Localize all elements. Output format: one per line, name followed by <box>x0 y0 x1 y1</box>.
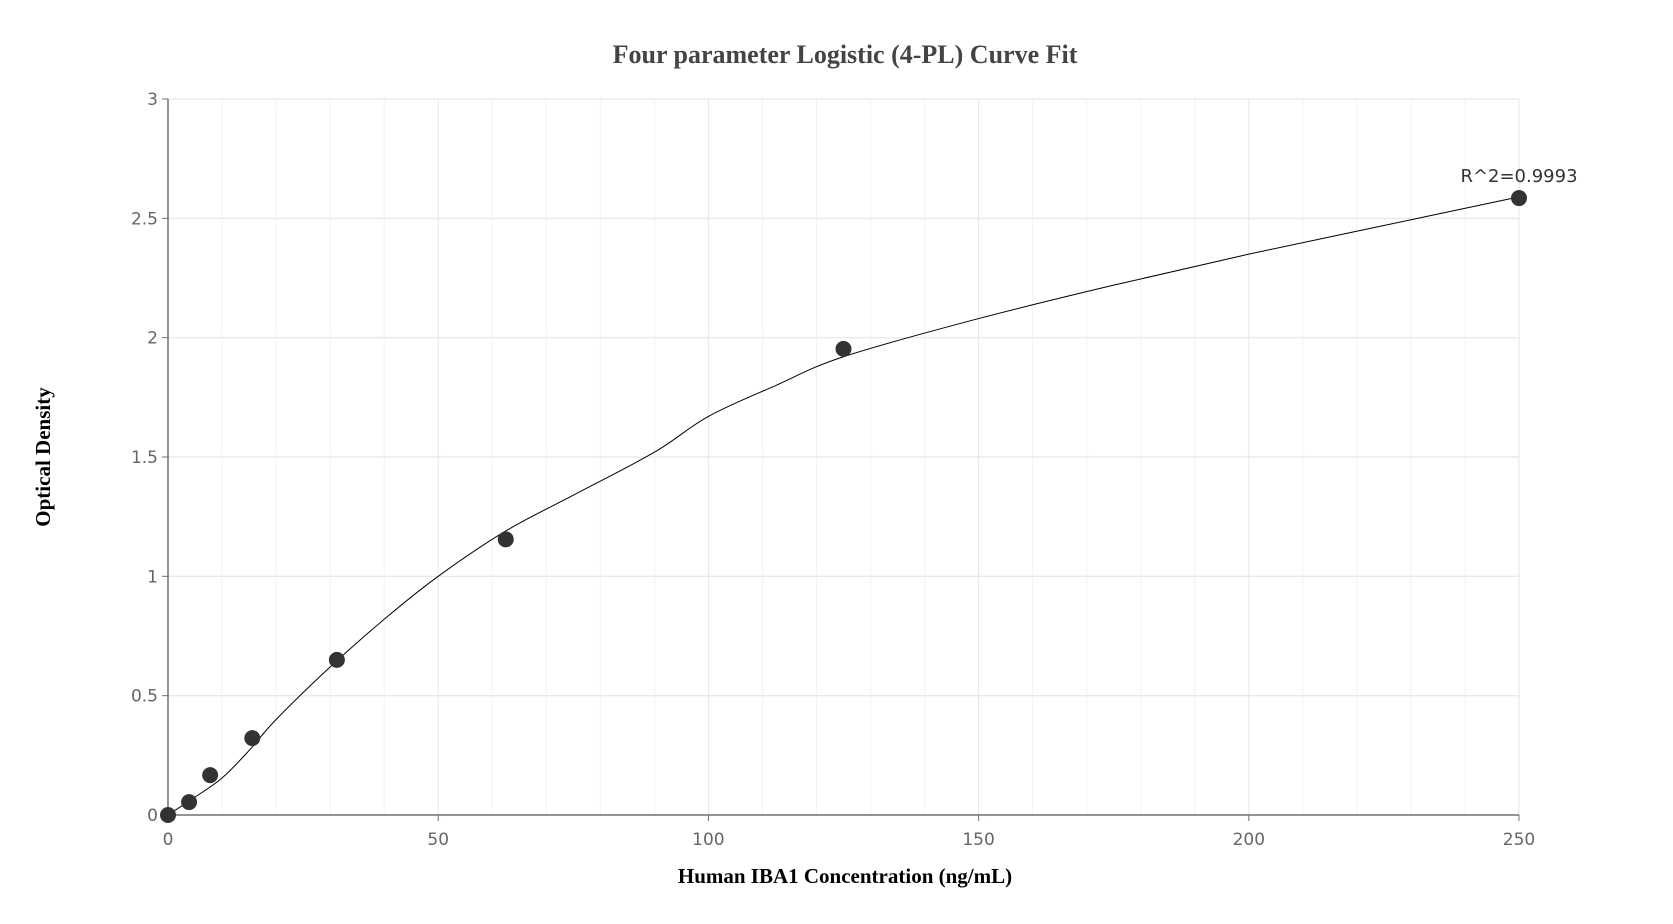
data-point <box>835 340 852 357</box>
data-point <box>244 730 261 747</box>
chart-title: Four parameter Logistic (4-PL) Curve Fit <box>613 40 1078 69</box>
y-tick-label: 2.5 <box>131 209 158 229</box>
y-tick-label: 0 <box>147 806 158 826</box>
x-tick-label: 200 <box>1233 830 1265 850</box>
y-tick-label: 1 <box>147 567 158 587</box>
data-points <box>160 190 1527 823</box>
major-gridlines <box>168 98 1520 815</box>
x-tick-label: 0 <box>163 830 174 850</box>
y-tick-label: 0.5 <box>131 687 158 707</box>
y-axis-ticks: 0 0.5 1 1.5 2 2.5 3 <box>131 90 168 826</box>
y-tick-label: 2 <box>147 329 158 349</box>
r-squared-annotation: R^2=0.9993 <box>1460 166 1577 187</box>
x-tick-label: 250 <box>1503 830 1535 850</box>
data-point <box>328 651 345 668</box>
data-point <box>160 807 176 823</box>
y-tick-label: 3 <box>147 90 158 110</box>
x-axis-ticks: 0 50 100 150 200 250 <box>163 815 1535 850</box>
data-point <box>181 794 198 811</box>
y-axis-title: Optical Density <box>31 387 55 527</box>
x-tick-label: 100 <box>692 830 724 850</box>
x-axis-title: Human IBA1 Concentration (ng/mL) <box>678 864 1012 888</box>
data-point <box>497 531 514 548</box>
data-point <box>1511 190 1527 207</box>
y-tick-label: 1.5 <box>131 448 158 468</box>
fit-curve <box>167 196 1520 816</box>
x-tick-label: 150 <box>962 830 994 850</box>
data-point <box>202 767 219 784</box>
x-tick-label: 50 <box>427 830 449 850</box>
